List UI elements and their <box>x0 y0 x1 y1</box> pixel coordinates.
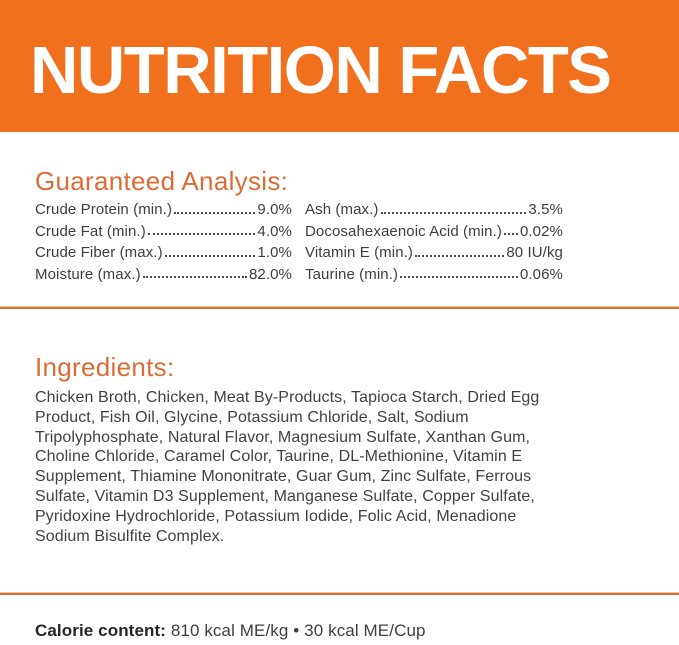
nutrient-value: 9.0% <box>257 201 292 219</box>
ingredients-heading: Ingredients: <box>35 352 175 382</box>
analysis-row-vitamin-e: Vitamin E (min.) 80 IU/kg <box>305 242 563 264</box>
dot-leader <box>380 211 527 214</box>
analysis-left-column: Crude Protein (min.) 9.0% Crude Fat (min… <box>35 199 292 285</box>
analysis-row-moisture: Moisture (max.) 82.0% <box>35 264 292 286</box>
analysis-row-crude-fiber: Crude Fiber (max.) 1.0% <box>35 242 292 264</box>
dot-leader <box>147 233 256 235</box>
nutrient-label: Ash (max.) <box>305 201 379 219</box>
dot-leader <box>503 233 518 235</box>
page-title: NUTRITION FACTS <box>30 32 612 108</box>
ingredients-line: Sulfate, Vitamin D3 Supplement, Manganes… <box>35 487 535 505</box>
ingredients-section: Ingredients: Chicken Broth, Chicken, Mea… <box>0 352 679 546</box>
dot-leader <box>164 254 256 257</box>
nutrient-label: Moisture (max.) <box>35 265 141 283</box>
ingredients-line: Product, Fish Oil, Glycine, Potassium Ch… <box>35 408 469 426</box>
analysis-columns: Crude Protein (min.) 9.0% Crude Fat (min… <box>35 199 679 285</box>
nutrient-label: Crude Fat (min.) <box>35 222 146 240</box>
ingredients-paragraph: Chicken Broth, Chicken, Meat By-Products… <box>35 388 620 546</box>
nutrient-value: 82.0% <box>248 265 292 283</box>
ingredients-line: Choline Chloride, Caramel Color, Taurine… <box>35 448 523 466</box>
ingredients-line: Pyridoxine Hydrochloride, Potassium Iodi… <box>35 507 517 525</box>
dot-leader <box>400 276 518 278</box>
nutrient-value: 4.0% <box>257 222 292 240</box>
ingredients-line: Chicken Broth, Chicken, Meat By-Products… <box>35 389 540 406</box>
ingredients-line: Supplement, Thiamine Mononitrate, Guar G… <box>35 468 532 486</box>
header-banner: NUTRITION FACTS <box>0 0 679 132</box>
guaranteed-analysis-heading: Guaranteed Analysis: <box>35 166 289 196</box>
calorie-content-value: 810 kcal ME/kg • 30 kcal ME/Cup <box>170 621 426 641</box>
ingredients-line: Tripolyphosphate, Natural Flavor, Magnes… <box>35 428 531 446</box>
dot-leader <box>415 254 505 257</box>
calorie-content-row: Calorie content: 810 kcal ME/kg • 30 kca… <box>35 621 679 641</box>
analysis-row-ash: Ash (max.) 3.5% <box>305 199 563 221</box>
nutrient-value: 0.02% <box>519 222 563 240</box>
nutrient-value: 1.0% <box>257 244 292 262</box>
nutrient-value: 3.5% <box>528 201 563 219</box>
nutrient-label: Taurine (min.) <box>305 265 399 283</box>
ingredients-line: Sodium Bisulfite Complex. <box>35 527 225 545</box>
analysis-row-dha: Docosahexaenoic Acid (min.) 0.02% <box>305 221 563 243</box>
section-divider-top <box>0 306 679 309</box>
nutrient-value: 0.06% <box>519 265 563 283</box>
analysis-right-column: Ash (max.) 3.5% Docosahexaenoic Acid (mi… <box>305 199 563 285</box>
nutrient-label: Docosahexaenoic Acid (min.) <box>305 222 502 240</box>
analysis-row-taurine: Taurine (min.) 0.06% <box>305 264 563 286</box>
nutrient-label: Crude Fiber (max.) <box>35 244 163 262</box>
guaranteed-analysis-section: Guaranteed Analysis: Crude Protein (min.… <box>0 166 679 285</box>
analysis-row-crude-fat: Crude Fat (min.) 4.0% <box>35 221 292 243</box>
analysis-row-crude-protein: Crude Protein (min.) 9.0% <box>35 199 292 221</box>
nutrient-label: Crude Protein (min.) <box>35 201 173 219</box>
nutrient-value: 80 IU/kg <box>506 244 563 262</box>
calorie-content-label: Calorie content: <box>35 621 167 641</box>
nutrient-label: Vitamin E (min.) <box>305 244 414 262</box>
dot-leader <box>174 211 256 214</box>
section-divider-bottom <box>0 592 679 596</box>
dot-leader <box>142 276 247 278</box>
